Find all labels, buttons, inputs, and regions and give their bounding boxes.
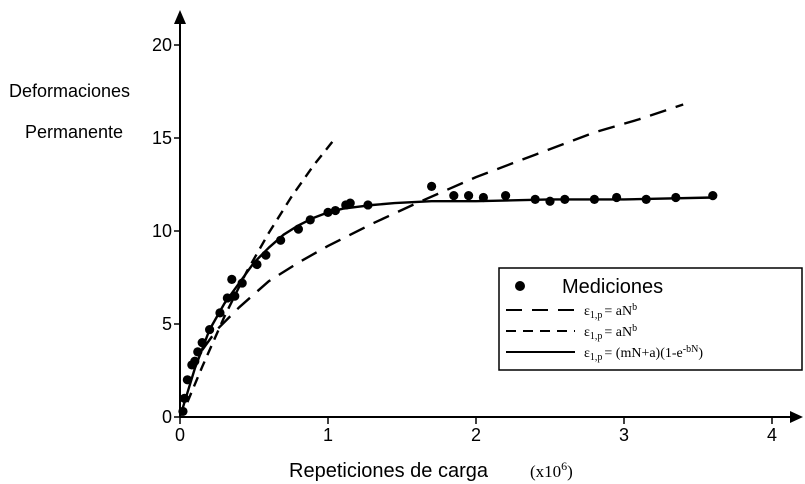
legend-eq3-rhs: = (mN+a)(1-e: [604, 346, 682, 361]
x-axis-unit-close: ): [567, 462, 573, 481]
data-point-35: [708, 191, 718, 201]
legend-eq2-exp: b: [632, 323, 637, 334]
y-axis-label-line2: Permanente: [25, 122, 123, 142]
data-point-32: [612, 192, 622, 203]
y-axis-label-line1: Deformaciones: [9, 81, 130, 101]
legend-eq1-symbol: ε: [584, 304, 590, 319]
x-axis-arrow: [790, 411, 803, 423]
legend-eq1-sub: 1,p: [590, 310, 603, 321]
x-tick-label-3: 3: [619, 425, 629, 445]
legend-marker-mediciones: [515, 281, 525, 291]
x-axis-unit-exp: 6: [561, 459, 567, 473]
y-tick-label-0: 0: [162, 407, 172, 427]
legend-eq2-sub: 1,p: [590, 331, 603, 342]
y-tick-label-1: 5: [162, 314, 172, 334]
x-axis-label: Repeticiones de carga: [289, 460, 489, 482]
y-tick-label-4: 20: [152, 35, 172, 55]
legend-eq3-exp: -bN: [683, 344, 699, 355]
y-axis-arrow: [174, 10, 186, 24]
legend-eq3-symbol: ε: [584, 346, 590, 361]
series-line-long-dash: [201, 103, 684, 351]
x-tick-label-4: 4: [767, 425, 777, 445]
series-layer: [178, 103, 718, 418]
y-ticks: 0 5 10 15 20: [152, 35, 180, 427]
legend-eq3-sub: 1,p: [590, 352, 603, 363]
data-point-27: [501, 191, 511, 201]
x-axis-unit-base: (x10: [530, 462, 561, 481]
legend-label-eq3: ε1,p = (mN+a)(1-e-bN): [584, 344, 703, 363]
legend: Mediciones ε1,p = aNb ε1,p = aNb ε1,p = (mN…: [498, 267, 803, 371]
legend-eq1-exp: b: [632, 302, 637, 313]
y-tick-label-2: 10: [152, 221, 172, 241]
data-point-29: [545, 196, 555, 206]
legend-label-mediciones: Mediciones: [562, 276, 663, 298]
data-point-23: [427, 181, 437, 191]
series-line-solid: [178, 196, 713, 418]
legend-label-eq1: ε1,p = aNb: [584, 302, 637, 321]
x-ticks: 0 1 2 3 4: [175, 417, 777, 445]
y-tick-label-3: 15: [152, 128, 172, 148]
x-tick-label-1: 1: [323, 425, 333, 445]
data-point-10: [227, 274, 237, 284]
legend-eq1-rhs: = aN: [604, 304, 632, 319]
x-tick-label-0: 0: [175, 425, 185, 445]
legend-eq2-rhs: = aN: [604, 325, 632, 340]
data-point-25: [464, 191, 474, 201]
series-line-short-dash: [186, 137, 337, 403]
x-tick-label-2: 2: [471, 425, 481, 445]
legend-label-eq2: ε1,p = aNb: [584, 323, 637, 342]
x-axis-unit: (x106): [530, 459, 573, 481]
legend-eq3-close: ): [698, 346, 703, 361]
data-point-24: [449, 191, 459, 201]
data-point-21: [345, 198, 355, 208]
legend-eq2-symbol: ε: [584, 325, 590, 340]
